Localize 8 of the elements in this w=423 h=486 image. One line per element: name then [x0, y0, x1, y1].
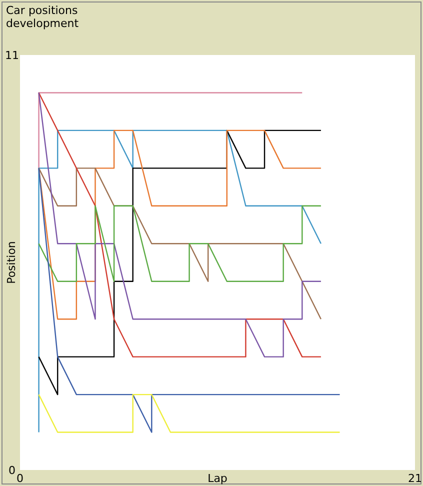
chart-title: Car positions development [6, 4, 80, 30]
line-series [38, 168, 322, 320]
y-tick-label: 11 [5, 49, 19, 62]
x-tick-label: 21 [408, 472, 422, 485]
y-axis-title: Position [5, 241, 18, 284]
x-axis-title: Lap [208, 472, 228, 485]
line-series [38, 168, 340, 433]
line-series [38, 92, 322, 358]
